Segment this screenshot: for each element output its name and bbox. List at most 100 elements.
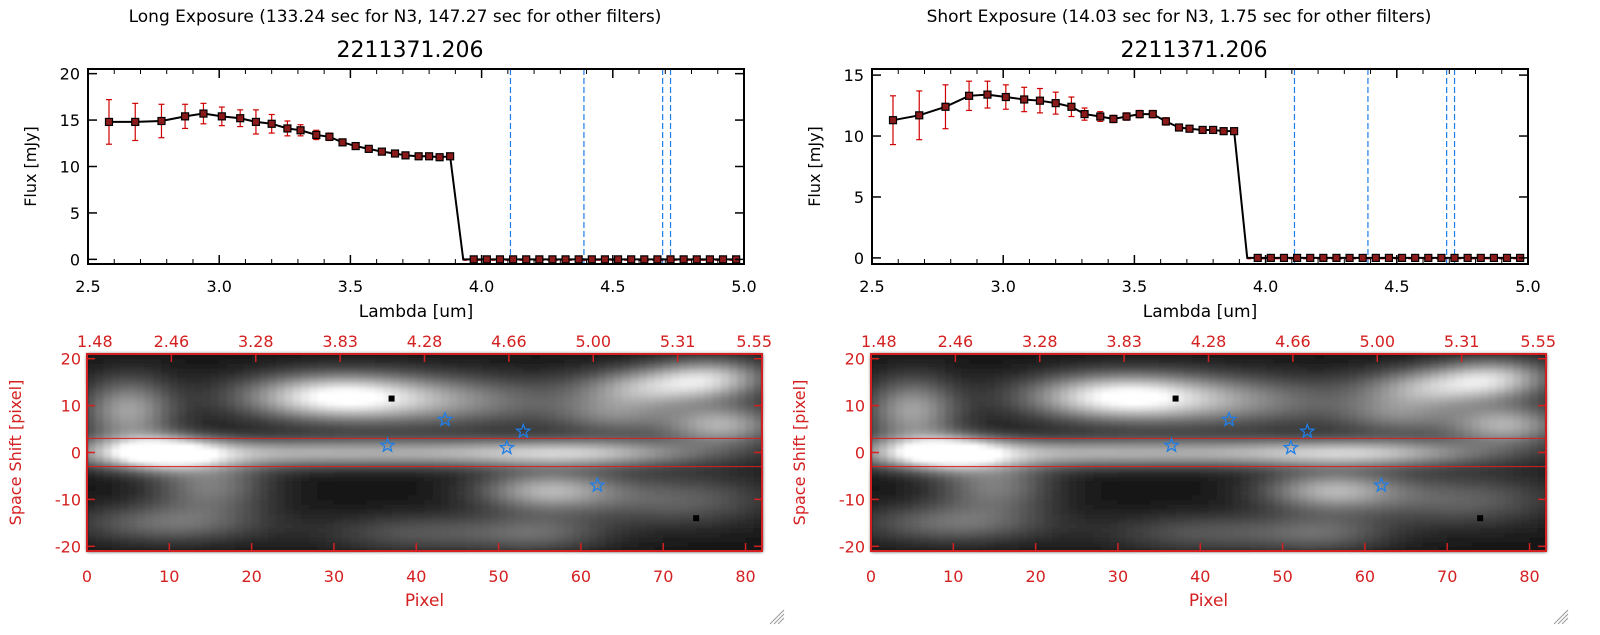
image-pixel <box>367 509 376 514</box>
image-pixel <box>243 359 252 364</box>
image-pixel <box>573 532 582 537</box>
image-pixel <box>425 537 434 542</box>
image-pixel <box>1060 363 1069 368</box>
image-pixel <box>871 528 880 533</box>
image-pixel <box>746 368 755 373</box>
image-pixel <box>161 373 170 378</box>
y-tick-label: 10 <box>60 158 80 177</box>
image-pixel <box>953 424 962 429</box>
image-pixel <box>301 424 310 429</box>
image-pixel <box>87 471 96 476</box>
image-pixel <box>499 513 508 518</box>
image-pixel <box>342 495 351 500</box>
data-point <box>218 113 225 120</box>
image-pixel <box>433 471 442 476</box>
image-pixel <box>326 443 335 448</box>
image-pixel <box>1077 532 1086 537</box>
image-pixel <box>466 476 475 481</box>
image-pixel <box>210 368 219 373</box>
image-pixel <box>1052 429 1061 434</box>
image-pixel <box>268 448 277 453</box>
image-pixel <box>597 532 606 537</box>
image-pixel <box>523 406 532 411</box>
image-pixel <box>359 471 368 476</box>
image-pixel <box>145 396 154 401</box>
image-pixel <box>929 537 938 542</box>
image-pixel <box>994 537 1003 542</box>
image-pixel <box>334 532 343 537</box>
image-pixel <box>647 476 656 481</box>
image-pixel <box>713 499 722 504</box>
image-pixel <box>326 537 335 542</box>
resize-grip-icon[interactable] <box>770 610 784 624</box>
image-pixel <box>400 420 409 425</box>
image-pixel <box>95 476 104 481</box>
image-pixel <box>680 429 689 434</box>
image-pixel <box>194 396 203 401</box>
image-pixel <box>680 448 689 453</box>
image-pixel <box>680 509 689 514</box>
image-pixel <box>276 532 285 537</box>
image-pixel <box>482 467 491 472</box>
image-pixel <box>136 396 145 401</box>
image-pixel <box>136 377 145 382</box>
image-pixel <box>887 410 896 415</box>
image-pixel <box>573 528 582 533</box>
image-pixel <box>978 467 987 472</box>
image-pixel <box>1069 401 1078 406</box>
image-pixel <box>1027 495 1036 500</box>
image-pixel <box>962 495 971 500</box>
image-pixel <box>515 453 524 458</box>
image-pixel <box>671 359 680 364</box>
image-pixel <box>103 415 112 420</box>
image-pixel <box>293 457 302 462</box>
image-pixel <box>1044 443 1053 448</box>
image-pixel <box>219 528 228 533</box>
image-pixel <box>1003 415 1012 420</box>
image-pixel <box>210 438 219 443</box>
data-point <box>415 153 422 160</box>
image-pixel <box>342 476 351 481</box>
image-pixel <box>153 363 162 368</box>
image-pixel <box>243 363 252 368</box>
image-pixel <box>912 401 921 406</box>
image-pixel <box>904 513 913 518</box>
image-pixel <box>1052 485 1061 490</box>
image-pixel <box>978 532 987 537</box>
image-pixel <box>1003 499 1012 504</box>
image-pixel <box>1069 443 1078 448</box>
image-pixel <box>986 537 995 542</box>
image-pixel <box>194 457 203 462</box>
image-pixel <box>1052 424 1061 429</box>
data-point-zero <box>1412 254 1419 261</box>
image-pixel <box>647 424 656 429</box>
image-pixel <box>1060 499 1069 504</box>
image-pixel <box>293 528 302 533</box>
image-pixel <box>912 429 921 434</box>
image-pixel <box>408 387 417 392</box>
image-pixel <box>647 429 656 434</box>
image-pixel <box>260 368 269 373</box>
image-pixel <box>350 396 359 401</box>
image-pixel <box>342 401 351 406</box>
image-pixel <box>871 490 880 495</box>
image-pixel <box>186 424 195 429</box>
image-pixel <box>342 438 351 443</box>
image-pixel <box>986 392 995 397</box>
image-pixel <box>1052 363 1061 368</box>
image-pixel <box>737 453 746 458</box>
image-pixel <box>904 453 913 458</box>
image-pixel <box>978 420 987 425</box>
image-pixel <box>879 453 888 458</box>
image-pixel <box>87 485 96 490</box>
image-pixel <box>112 471 121 476</box>
image-pixel <box>309 420 318 425</box>
image-pixel <box>671 392 680 397</box>
image-pixel <box>301 471 310 476</box>
image-pixel <box>425 471 434 476</box>
image-pixel <box>441 387 450 392</box>
image-pixel <box>408 443 417 448</box>
image-pixel <box>1019 377 1028 382</box>
image-pixel <box>1077 457 1086 462</box>
image-pixel <box>879 485 888 490</box>
